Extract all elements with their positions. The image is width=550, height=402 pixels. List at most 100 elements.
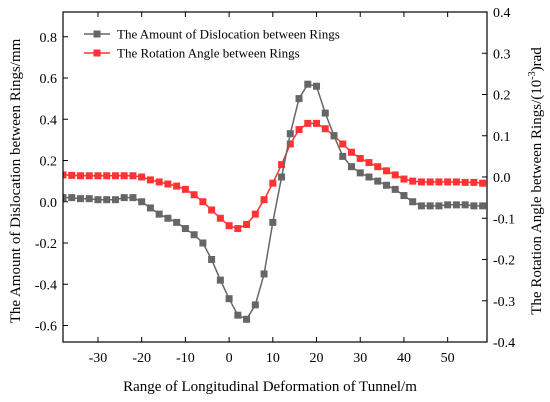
y-right-tick-label: 0.2 — [493, 89, 511, 104]
data-point-rotation-angle — [216, 214, 224, 222]
data-point-dislocation — [94, 196, 102, 204]
data-point-rotation-angle — [76, 172, 84, 180]
data-point-dislocation — [76, 195, 84, 203]
data-point-rotation-angle — [295, 126, 303, 134]
x-tick-label: -10 — [176, 351, 195, 366]
legend: The Amount of Dislocation between Rings T… — [84, 27, 340, 61]
data-point-dislocation — [138, 198, 146, 206]
y-left-tick-label: 0.8 — [40, 31, 58, 46]
data-point-dislocation — [251, 301, 259, 309]
legend-label-rotation-angle: The Rotation Angle between Rings — [117, 46, 300, 61]
data-point-dislocation — [347, 163, 355, 171]
data-point-rotation-angle — [155, 178, 163, 186]
data-point-dislocation — [208, 256, 216, 263]
data-point-rotation-angle — [146, 176, 154, 184]
data-point-dislocation — [452, 201, 460, 209]
y-right-tick-label: 0.3 — [493, 47, 511, 62]
data-point-dislocation — [63, 194, 67, 202]
data-point-rotation-angle — [260, 196, 268, 204]
data-point-dislocation — [146, 204, 154, 212]
data-point-dislocation — [190, 231, 198, 239]
x-tick-label: 50 — [441, 351, 455, 366]
y-left-tick-label: 0.2 — [40, 155, 58, 170]
y-left-tick-label: 0.6 — [40, 72, 58, 87]
y-left-tick-label: 0.4 — [40, 113, 58, 128]
data-point-rotation-angle — [452, 178, 460, 186]
data-point-rotation-angle — [243, 220, 251, 228]
y-right-tick-label: -0.4 — [493, 336, 515, 351]
y-left-tick-label: -0.4 — [35, 278, 57, 293]
data-point-dislocation — [216, 276, 224, 284]
legend-marker-dislocation — [93, 30, 101, 38]
y-left-tick-label: -0.2 — [35, 237, 57, 252]
data-point-dislocation — [409, 198, 417, 206]
x-axis-label: Range of Longitudinal Deformation of Tun… — [123, 379, 417, 395]
series-group — [63, 80, 487, 323]
series-line-dislocation — [63, 83, 483, 321]
y-right-tick-label: -0.1 — [493, 212, 515, 227]
data-point-rotation-angle — [63, 171, 67, 179]
data-point-rotation-angle — [225, 222, 233, 230]
data-point-dislocation — [155, 210, 163, 218]
data-point-dislocation — [225, 295, 233, 303]
data-point-rotation-angle — [444, 178, 452, 186]
data-point-rotation-angle — [347, 148, 355, 156]
data-point-rotation-angle — [304, 119, 312, 127]
data-point-dislocation — [444, 201, 452, 209]
y-right-tick-label: 0.4 — [493, 6, 511, 21]
data-point-rotation-angle — [111, 172, 119, 180]
data-point-rotation-angle — [181, 185, 189, 193]
data-point-rotation-angle — [339, 140, 347, 148]
data-point-rotation-angle — [374, 163, 382, 171]
y-right-tick-label: 0.0 — [493, 171, 511, 186]
data-point-dislocation — [417, 202, 425, 210]
data-point-dislocation — [260, 270, 268, 278]
y-left-tick-label: 0.0 — [40, 196, 58, 211]
y-left-tick-label: -0.6 — [35, 320, 57, 335]
data-point-rotation-angle — [94, 172, 102, 180]
x-tick-label: 20 — [310, 351, 324, 366]
data-point-dislocation — [68, 194, 76, 202]
data-point-dislocation — [286, 130, 294, 138]
data-point-rotation-angle — [426, 178, 434, 186]
data-point-dislocation — [243, 315, 251, 323]
data-point-dislocation — [435, 202, 443, 210]
data-point-rotation-angle — [409, 177, 417, 185]
data-point-rotation-angle — [138, 173, 146, 181]
axes: -30 -20 -10 0 10 20 30 40 50 -0.6 -0.4 -0.2 0.0 0.2 0.… — [35, 6, 515, 366]
data-point-rotation-angle — [85, 172, 93, 180]
data-point-rotation-angle — [208, 206, 216, 214]
data-point-dislocation — [356, 169, 364, 177]
data-point-dislocation — [278, 173, 286, 181]
data-point-rotation-angle — [461, 178, 469, 186]
data-point-rotation-angle — [391, 171, 399, 179]
data-point-dislocation — [426, 202, 434, 210]
data-point-dislocation — [461, 201, 469, 209]
data-point-rotation-angle — [286, 140, 294, 148]
data-point-dislocation — [400, 192, 408, 200]
data-point-dislocation — [382, 181, 390, 189]
data-point-rotation-angle — [173, 182, 181, 190]
data-point-dislocation — [199, 239, 207, 247]
data-point-dislocation — [304, 80, 312, 88]
data-point-dislocation — [479, 202, 487, 210]
x-tick-label: -30 — [89, 351, 108, 366]
data-point-dislocation — [374, 177, 382, 185]
data-point-dislocation — [164, 214, 172, 222]
data-point-rotation-angle — [435, 178, 443, 186]
data-point-dislocation — [234, 311, 242, 319]
data-point-rotation-angle — [365, 159, 373, 167]
data-point-dislocation — [85, 195, 93, 203]
y-axis-right-label: The Rotation Angle between Rings/(10-3)r… — [527, 47, 545, 315]
data-point-dislocation — [269, 218, 277, 226]
data-point-dislocation — [313, 82, 321, 90]
data-point-rotation-angle — [400, 175, 408, 183]
data-point-rotation-angle — [321, 125, 329, 133]
x-tick-label: 40 — [397, 351, 411, 366]
plot-area — [63, 80, 487, 323]
y-axis-right-label-superscript: -3 — [527, 71, 538, 79]
data-point-rotation-angle — [417, 178, 425, 186]
data-point-dislocation — [103, 196, 111, 204]
data-point-rotation-angle — [129, 172, 137, 180]
data-point-rotation-angle — [251, 210, 259, 218]
